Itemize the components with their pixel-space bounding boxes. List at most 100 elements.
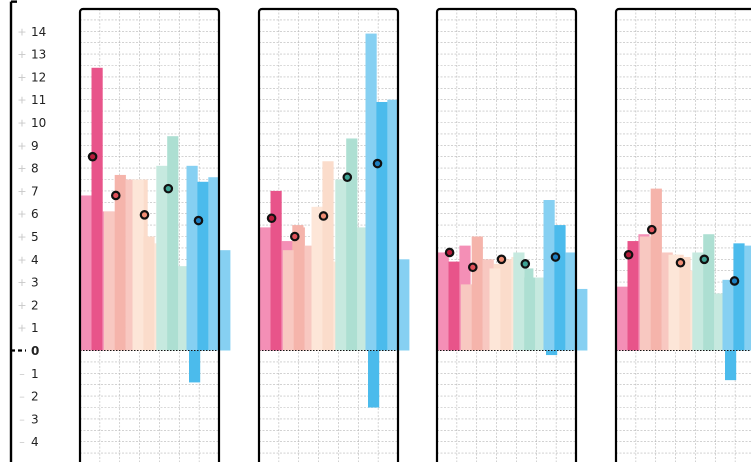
y-tick-mark: + <box>17 139 26 152</box>
bar <box>103 211 115 351</box>
y-tick-label: 8 <box>31 162 39 176</box>
bar <box>219 250 231 351</box>
bar <box>668 254 680 351</box>
mean-marker <box>623 249 634 260</box>
bar <box>546 350 558 356</box>
y-tick-mark: – <box>19 436 25 449</box>
y-tick-mark: + <box>17 117 26 130</box>
mean-marker <box>289 231 300 242</box>
bar <box>91 67 103 351</box>
bar <box>80 195 92 351</box>
bar <box>270 190 282 351</box>
bar <box>524 277 536 351</box>
bar <box>368 350 380 408</box>
mean-marker <box>467 262 478 273</box>
y-tick-mark: – <box>19 413 25 426</box>
panel-frame <box>78 7 221 462</box>
bar <box>282 250 294 351</box>
bar <box>744 245 751 351</box>
y-tick-mark: – <box>19 390 25 403</box>
mean-marker <box>729 276 740 286</box>
y-tick-mark: + <box>17 185 26 198</box>
mean-marker <box>520 259 531 269</box>
y-tick-label: 9 <box>31 139 39 153</box>
bar <box>565 252 577 351</box>
y-tick-label: 0 <box>31 344 39 358</box>
y-tick-mark: + <box>17 322 26 335</box>
y-tick-label: 12 <box>31 70 46 84</box>
bar <box>125 179 137 351</box>
bar <box>535 277 547 351</box>
bar <box>304 245 316 351</box>
mean-marker <box>699 254 710 265</box>
mean-marker <box>342 172 353 183</box>
bar <box>500 259 512 351</box>
panel-markers <box>623 224 740 286</box>
panel-grid <box>616 9 751 462</box>
mean-marker <box>444 247 455 258</box>
bar <box>576 288 588 351</box>
bar <box>311 206 323 351</box>
panel-frame <box>614 7 751 462</box>
y-tick-label: 1 <box>31 367 39 381</box>
panels-layer <box>78 7 751 462</box>
mean-marker <box>550 252 561 262</box>
y-tick-mark: + <box>17 162 26 175</box>
y-tick-label: 3 <box>31 276 39 290</box>
bar <box>387 99 399 351</box>
y-tick-mark: + <box>17 231 26 244</box>
mean-marker <box>163 183 174 194</box>
y-axis: –4– 3– 2– 10+ 1+ 2+ 3+ 4+ 5+ 6+ 7+ 8+ 9+ 10+ 11+ 12+ 13+… <box>9 0 46 462</box>
bar <box>365 33 377 351</box>
mean-marker <box>372 158 383 169</box>
y-tick-mark: + <box>17 299 26 312</box>
bar <box>322 161 334 351</box>
panel-bars <box>437 200 588 356</box>
bar <box>437 252 449 351</box>
bar <box>376 101 388 351</box>
panel-markers <box>266 158 383 242</box>
bar <box>398 259 410 351</box>
mean-marker <box>318 211 329 221</box>
panel-markers <box>87 151 204 226</box>
y-tick-label: 1 <box>31 321 39 335</box>
panel-3 <box>435 7 588 462</box>
y-tick-label: 2 <box>31 390 39 404</box>
bar <box>114 174 126 351</box>
bar <box>513 252 525 351</box>
bar <box>132 179 144 351</box>
mean-marker <box>87 151 98 162</box>
panel-2 <box>257 7 410 462</box>
bar <box>460 284 472 351</box>
bar <box>627 241 639 351</box>
bar <box>703 234 715 351</box>
bar <box>616 286 628 351</box>
mean-marker <box>496 254 507 265</box>
y-tick-label: 13 <box>31 48 46 62</box>
bar <box>335 179 347 351</box>
y-tick-mark: – <box>19 367 25 380</box>
bar <box>143 236 155 351</box>
bar <box>448 261 460 351</box>
bar <box>197 181 209 351</box>
bar <box>554 225 566 351</box>
panel-markers <box>444 247 561 273</box>
y-tick-mark: + <box>17 208 26 221</box>
bar <box>357 227 369 351</box>
y-tick-mark: + <box>17 48 26 61</box>
y-tick-mark: + <box>17 25 26 38</box>
y-tick-label: 4 <box>31 253 39 267</box>
y-tick-label: 5 <box>31 230 39 244</box>
y-tick-mark: + <box>17 94 26 107</box>
mean-marker <box>193 215 204 226</box>
bar <box>692 252 704 351</box>
bar <box>650 188 662 351</box>
bar <box>259 227 271 351</box>
panel-1 <box>78 7 231 462</box>
bar <box>208 177 220 351</box>
bar <box>189 350 201 383</box>
panel-frame <box>257 7 400 462</box>
y-tick-label: 3 <box>31 412 39 426</box>
y-tick-label: 6 <box>31 207 39 221</box>
y-tick-label: 10 <box>31 116 46 130</box>
